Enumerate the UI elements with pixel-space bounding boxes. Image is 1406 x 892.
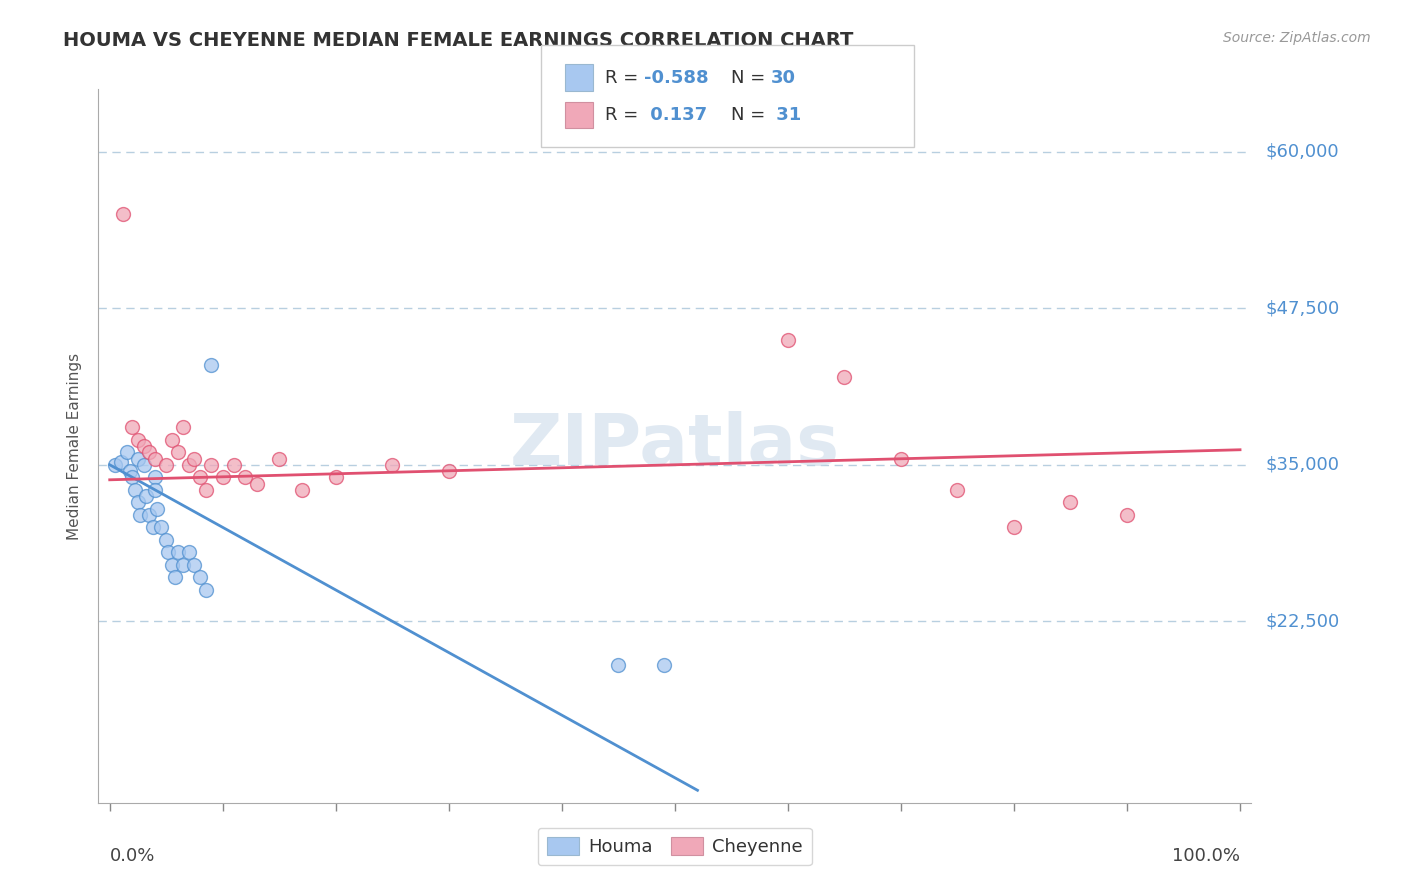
Point	[160, 558, 183, 572]
Point	[177, 545, 200, 559]
Point	[149, 520, 172, 534]
Point	[194, 582, 217, 597]
Point	[143, 451, 166, 466]
Point	[132, 439, 155, 453]
Point	[200, 458, 222, 472]
Text: 0.137: 0.137	[644, 106, 707, 124]
Point	[188, 570, 211, 584]
Text: Source: ZipAtlas.com: Source: ZipAtlas.com	[1223, 31, 1371, 45]
Point	[183, 451, 205, 466]
Text: $35,000: $35,000	[1265, 456, 1340, 474]
Point	[138, 445, 160, 459]
Point	[129, 508, 152, 522]
Text: $22,500: $22,500	[1265, 612, 1340, 631]
Point	[381, 458, 404, 472]
Point	[160, 433, 183, 447]
Point	[188, 470, 211, 484]
Point	[1002, 520, 1025, 534]
Point	[127, 495, 149, 509]
Point	[146, 501, 169, 516]
Point	[155, 458, 177, 472]
Point	[124, 483, 146, 497]
Text: 30: 30	[770, 69, 796, 87]
Point	[132, 458, 155, 472]
Point	[112, 207, 135, 221]
Text: HOUMA VS CHEYENNE MEDIAN FEMALE EARNINGS CORRELATION CHART: HOUMA VS CHEYENNE MEDIAN FEMALE EARNINGS…	[63, 31, 853, 50]
Point	[143, 483, 166, 497]
Point	[127, 433, 149, 447]
Point	[135, 489, 157, 503]
Point	[607, 658, 630, 673]
Point	[652, 658, 675, 673]
Point	[165, 570, 187, 584]
Text: ZIPatlas: ZIPatlas	[510, 411, 839, 481]
Point	[946, 483, 969, 497]
Point	[120, 464, 142, 478]
Legend: Houma, Cheyenne: Houma, Cheyenne	[537, 828, 813, 865]
Point	[325, 470, 347, 484]
Point	[115, 445, 138, 459]
Point	[157, 545, 180, 559]
Point	[121, 420, 143, 434]
Point	[194, 483, 217, 497]
Point	[183, 558, 205, 572]
Point	[269, 451, 291, 466]
Point	[177, 458, 200, 472]
Text: N =: N =	[731, 106, 770, 124]
Point	[1116, 508, 1139, 522]
Point	[104, 458, 127, 472]
Text: $47,500: $47,500	[1265, 300, 1340, 318]
Point	[834, 370, 856, 384]
Text: 0.0%: 0.0%	[110, 847, 155, 864]
Point	[291, 483, 314, 497]
Point	[211, 470, 233, 484]
Point	[155, 533, 177, 547]
Text: 31: 31	[770, 106, 801, 124]
Point	[142, 520, 165, 534]
Point	[172, 558, 194, 572]
Point	[437, 464, 460, 478]
Point	[776, 333, 799, 347]
Point	[890, 451, 912, 466]
Point	[1059, 495, 1081, 509]
Point	[235, 470, 257, 484]
Point	[166, 445, 188, 459]
Point	[246, 476, 269, 491]
Text: R =: R =	[605, 69, 644, 87]
Text: R =: R =	[605, 106, 644, 124]
Point	[166, 545, 188, 559]
Point	[200, 358, 222, 372]
Point	[222, 458, 245, 472]
Point	[127, 451, 149, 466]
Point	[138, 508, 160, 522]
Point	[143, 470, 166, 484]
Point	[172, 420, 194, 434]
Text: $60,000: $60,000	[1265, 143, 1339, 161]
Text: 100.0%: 100.0%	[1173, 847, 1240, 864]
Y-axis label: Median Female Earnings: Median Female Earnings	[67, 352, 83, 540]
Point	[121, 470, 143, 484]
Text: -0.588: -0.588	[644, 69, 709, 87]
Point	[110, 455, 132, 469]
Text: N =: N =	[731, 69, 770, 87]
